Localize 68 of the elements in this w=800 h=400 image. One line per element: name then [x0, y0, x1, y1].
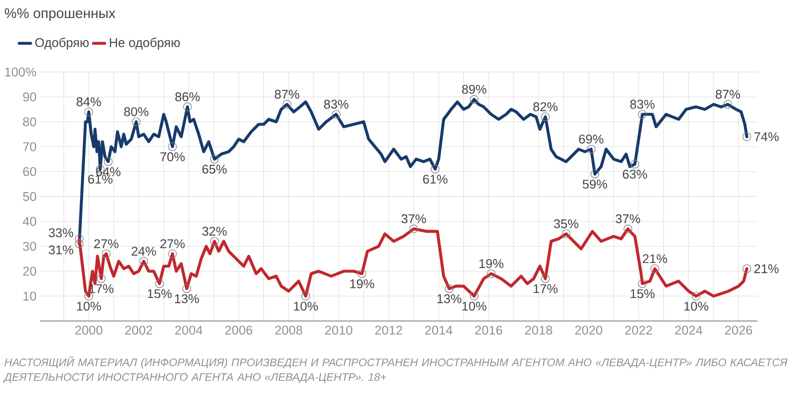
- y-axis-title: %% опрошенных: [4, 8, 116, 21]
- annotation: 86%: [175, 92, 200, 102]
- x-tick-label: 2026: [725, 326, 752, 335]
- x-tick-label: 2010: [325, 326, 352, 335]
- y-tick-label: 70: [23, 142, 36, 152]
- annotation: 70%: [160, 152, 185, 162]
- annotation: 37%: [616, 214, 640, 224]
- annotation: 61%: [88, 174, 112, 184]
- annotation: 61%: [423, 174, 448, 184]
- annotation: 10%: [684, 302, 708, 311]
- annotation: 10%: [294, 302, 318, 311]
- y-tick-label: 50: [23, 192, 36, 201]
- x-tick-label: 2002: [125, 326, 152, 335]
- annotation: 59%: [582, 180, 608, 189]
- x-tick-label: 2014: [425, 326, 452, 335]
- y-tick-label: 30: [23, 242, 36, 251]
- legend-label: Не одобряю: [110, 38, 180, 50]
- x-tick-label: 2024: [675, 326, 702, 335]
- annotation: 63%: [622, 170, 648, 179]
- x-tick-label: 2004: [175, 326, 202, 335]
- y-tick-label: 10: [23, 292, 36, 301]
- annotation: 32%: [202, 226, 227, 236]
- annotation: 27%: [160, 239, 185, 248]
- annotation: 27%: [94, 239, 118, 248]
- text: НАСТОЯЩИЙ МАТЕРИАЛ (ИНФОРМАЦИЯ) ПРОИЗВЕДЕН И РАСПРОСТРАНЕН ИНОСТРАННЫМ АГЕНТОМ АНО «ЛЕВАДА-ЦЕНТР» ЛИБО КАСАЕТСЯ ДЕЯТЕЛЬНОСТИ ИНОСТРАННОГО АГЕНТА АНО «ЛЕВАДА-ЦЕНТР». 18+: [3, 356, 788, 383]
- annotation: 64%: [96, 167, 120, 176]
- y-tick-label: 100%: [5, 68, 36, 76]
- annotation: 80%: [124, 107, 148, 116]
- annotation: 82%: [533, 102, 558, 112]
- annotation: 21%: [754, 264, 779, 274]
- annotation: 31%: [48, 245, 74, 254]
- annotation: 84%: [76, 97, 101, 106]
- x-tick-label: 2008: [275, 326, 302, 335]
- annotation: 13%: [175, 294, 199, 304]
- annotation: 15%: [630, 289, 655, 298]
- x-tick-label: 2012: [375, 326, 402, 335]
- annotation: 21%: [642, 254, 668, 264]
- annotation: 37%: [401, 214, 426, 224]
- y-tick-label: 60: [23, 167, 36, 176]
- x-tick-label: 2016: [475, 326, 502, 335]
- annotation: 33%: [48, 228, 74, 238]
- annotation: 65%: [202, 164, 227, 174]
- y-tick-label: 20: [23, 266, 36, 276]
- annotation: 19%: [479, 259, 504, 268]
- legend-label: Одобряю: [35, 38, 89, 50]
- x-tick-label: 2000: [75, 326, 102, 335]
- x-tick-label: 2022: [625, 326, 652, 335]
- annotation: 69%: [579, 134, 604, 144]
- annotation: 87%: [716, 90, 740, 99]
- annotation: 13%: [437, 294, 462, 304]
- annotation: 15%: [148, 289, 172, 298]
- x-tick-label: 2020: [575, 326, 602, 335]
- x-tick-label: 2018: [525, 326, 552, 335]
- annotation: 19%: [350, 279, 374, 288]
- annotation: 24%: [132, 246, 156, 256]
- annotation: 74%: [754, 132, 779, 142]
- y-tick-label: 90: [23, 92, 36, 102]
- annotation: 83%: [630, 100, 655, 109]
- annotation: 17%: [534, 284, 558, 294]
- x-tick-label: 2006: [225, 326, 252, 335]
- y-tick-label: 40: [22, 216, 36, 226]
- annotation: 89%: [462, 84, 486, 94]
- annotation: 35%: [554, 219, 578, 228]
- annotation: 10%: [77, 302, 101, 311]
- annotation: 83%: [324, 100, 348, 109]
- annotation: 87%: [274, 90, 300, 99]
- annotation: 10%: [462, 302, 486, 311]
- y-tick-label: 80: [23, 117, 36, 126]
